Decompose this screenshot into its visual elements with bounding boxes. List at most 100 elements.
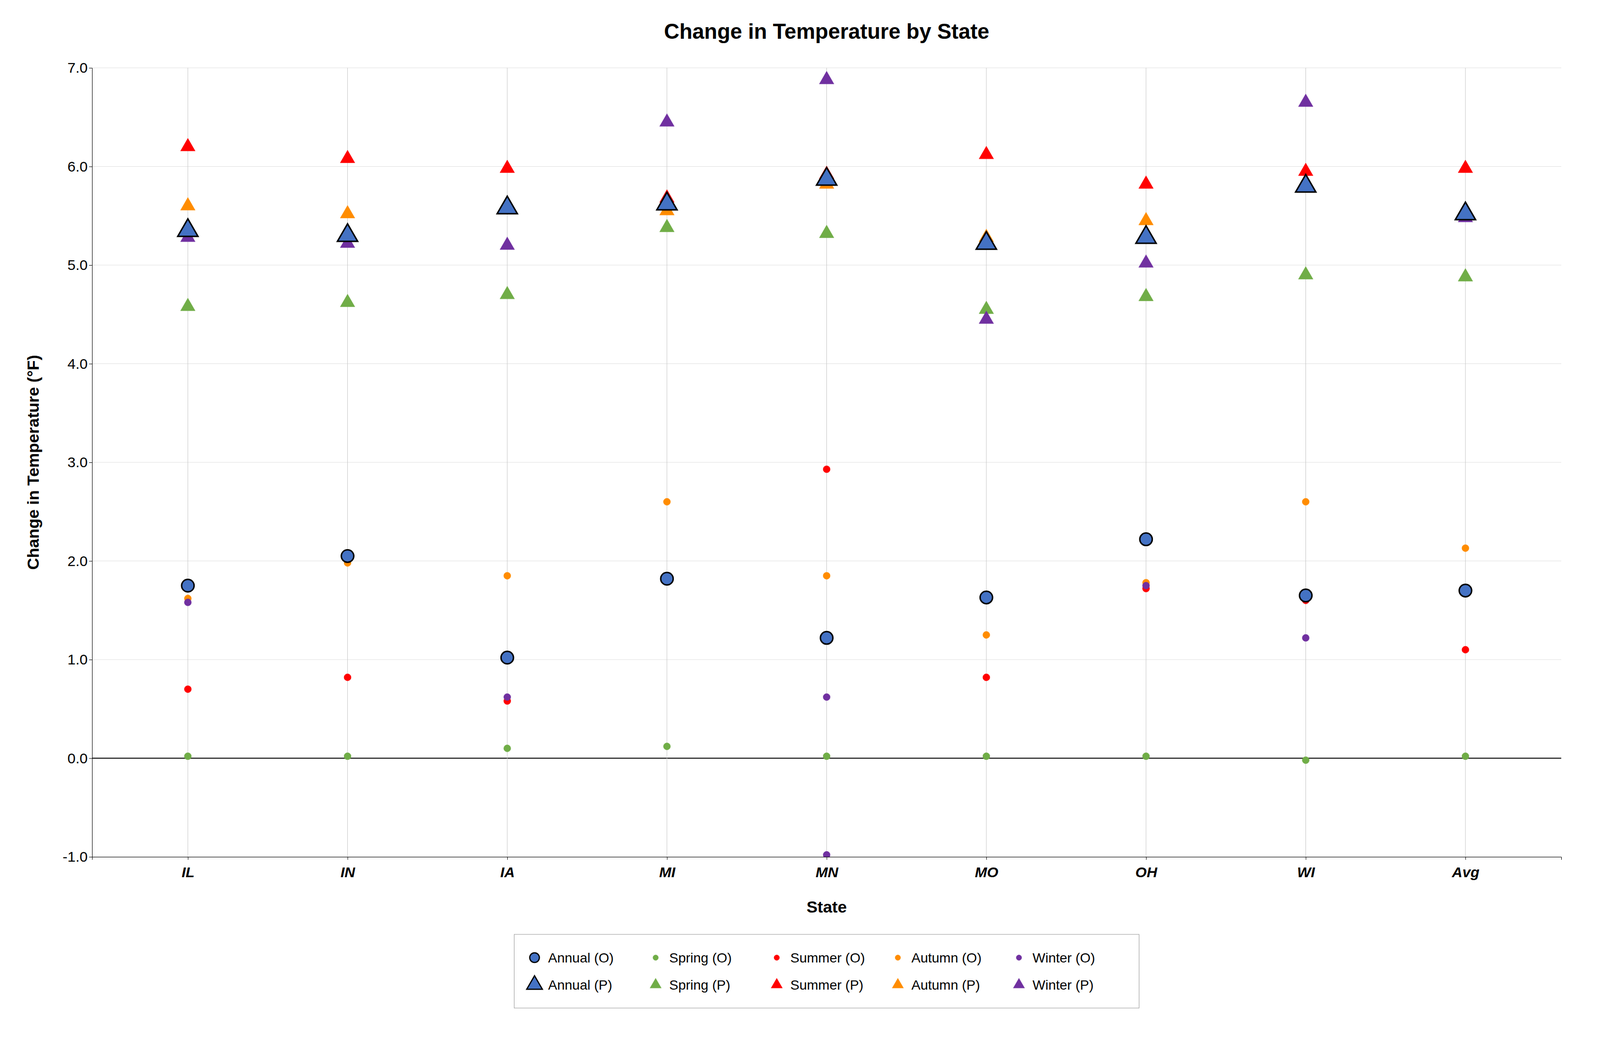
point (1138, 288, 1154, 301)
x-tick-mark (187, 856, 189, 860)
x-tick-label: MI (659, 863, 676, 880)
legend-swatch (529, 952, 540, 963)
legend-item: Annual (O) (529, 949, 614, 965)
point (660, 572, 674, 585)
x-tick-label: MN (815, 863, 839, 880)
point (659, 218, 675, 232)
point (499, 159, 515, 173)
y-tick-mark (89, 560, 93, 562)
y-tick-label: 5.0 (67, 256, 88, 273)
x-tick-mark (667, 856, 668, 860)
point (663, 497, 671, 506)
legend-label: Autumn (P) (911, 977, 981, 993)
series (180, 138, 1474, 202)
point (978, 310, 994, 324)
grid (92, 67, 1562, 857)
point (503, 693, 512, 701)
series (180, 71, 1474, 324)
legend-swatch (1016, 954, 1022, 960)
x-tick-label: IA (500, 863, 515, 880)
y-tick: 5.0 (67, 256, 93, 273)
category-line (666, 67, 668, 857)
legend-frame (514, 933, 1140, 1008)
point (499, 236, 515, 250)
y-tick-mark (89, 758, 93, 759)
legend-swatch (771, 977, 783, 988)
series (184, 465, 1469, 705)
point (823, 693, 831, 701)
legend-item: Spring (O) (652, 949, 732, 965)
x-tick: MO (975, 856, 999, 880)
point (184, 598, 192, 606)
legend-swatch (774, 954, 780, 960)
y-tick-label: 4.0 (67, 355, 88, 372)
chart: -1.00.01.02.03.04.05.06.07.0ILINIAMIMNMO… (0, 0, 1600, 1041)
legend-label: Winter (P) (1032, 977, 1094, 993)
x-tick-mark (1305, 856, 1307, 860)
y-tick-mark (89, 462, 93, 463)
y-tick-label: 6.0 (67, 158, 88, 175)
legend-swatch (650, 977, 662, 988)
point (1138, 175, 1154, 189)
x-tick-label: IN (340, 863, 356, 880)
point (816, 167, 838, 186)
series (180, 218, 1474, 314)
point (500, 651, 514, 664)
point (1302, 497, 1310, 506)
x-tick-label: WI (1297, 863, 1316, 880)
point (180, 297, 196, 311)
y-tick-label: 1.0 (67, 651, 88, 668)
marks (177, 71, 1476, 857)
title: Change in Temperature by State (664, 19, 990, 44)
point (1458, 159, 1473, 173)
legend-item: Summer (O) (774, 949, 866, 965)
y-tick-label: 3.0 (67, 453, 88, 470)
y-tick-label: 0.0 (67, 749, 88, 766)
point (181, 579, 195, 592)
point (1138, 254, 1154, 267)
x-axis: ILINIAMIMNMOOHWIAvg (92, 856, 1562, 880)
point (1458, 268, 1473, 281)
y-tick-label: 2.0 (67, 552, 88, 569)
category-line (187, 67, 188, 857)
point (1298, 266, 1313, 280)
point (982, 752, 991, 760)
point (820, 631, 834, 644)
point (340, 205, 355, 218)
y-tick-mark (89, 659, 93, 660)
point (656, 192, 678, 210)
category-line (986, 67, 987, 857)
legend-label: Summer (O) (790, 949, 866, 965)
legend-label: Autumn (O) (911, 949, 982, 965)
x-tick: IN (340, 856, 356, 880)
y-tick: 1.0 (67, 651, 93, 668)
point (819, 224, 834, 238)
point (1138, 212, 1154, 225)
y-tick-mark (89, 264, 93, 266)
point (340, 294, 355, 307)
x-tick-mark (1465, 856, 1466, 860)
category-line (347, 67, 348, 857)
point (180, 138, 196, 151)
x-tick-label: MO (975, 863, 999, 880)
series (184, 550, 1469, 701)
x-tick: WI (1297, 856, 1316, 880)
point (341, 549, 355, 562)
y-axis-title: Change in Temperature (°F) (23, 354, 43, 570)
x-tick: MI (659, 856, 676, 880)
legend: Annual (O) Spring (O) Summer (O) Autumn (O)… (514, 933, 1140, 1008)
y-tick: 7.0 (67, 59, 93, 76)
point (663, 742, 671, 750)
legend-label: Annual (O) (548, 949, 614, 965)
point (1298, 93, 1313, 107)
legend-item: Winter (P) (1013, 977, 1094, 993)
y-tick: 6.0 (67, 158, 93, 175)
point (1135, 225, 1157, 244)
point (1295, 174, 1317, 192)
point (819, 71, 834, 84)
point (343, 673, 352, 681)
x-tick: IA (500, 856, 515, 880)
point (823, 752, 831, 760)
plot: -1.00.01.02.03.04.05.06.07.0ILINIAMIMNMO… (23, 59, 1562, 916)
series (177, 167, 1476, 250)
